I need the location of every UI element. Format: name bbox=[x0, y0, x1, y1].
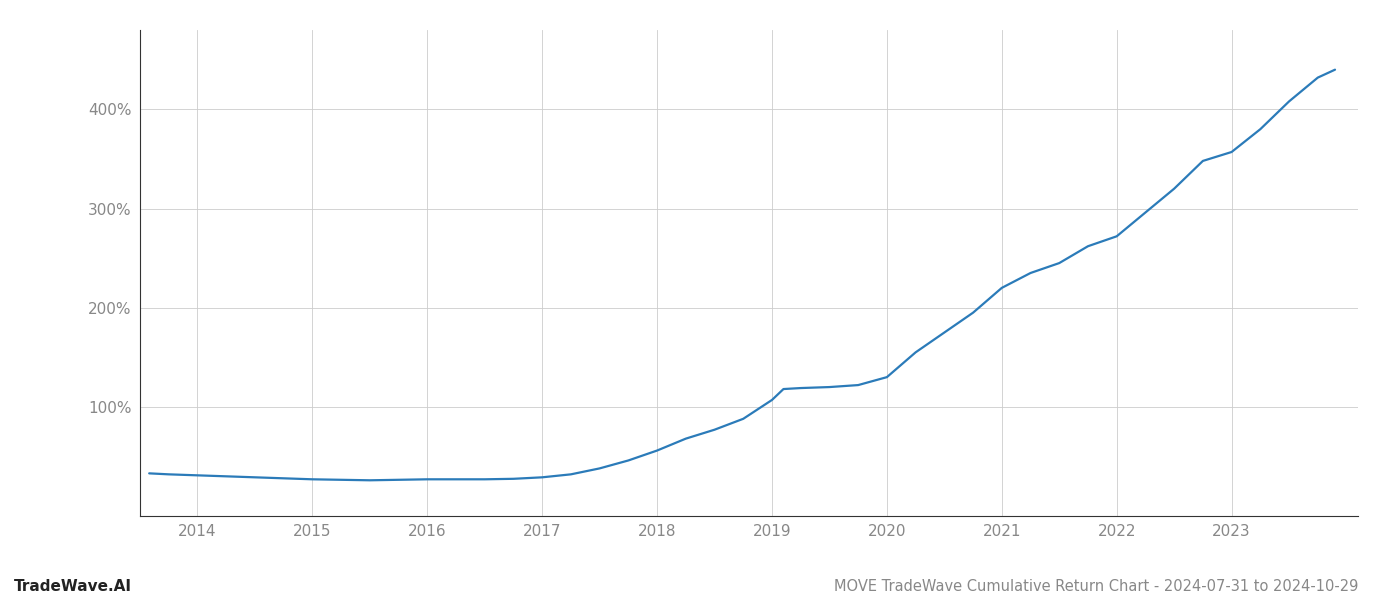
Text: MOVE TradeWave Cumulative Return Chart - 2024-07-31 to 2024-10-29: MOVE TradeWave Cumulative Return Chart -… bbox=[833, 579, 1358, 594]
Text: TradeWave.AI: TradeWave.AI bbox=[14, 579, 132, 594]
